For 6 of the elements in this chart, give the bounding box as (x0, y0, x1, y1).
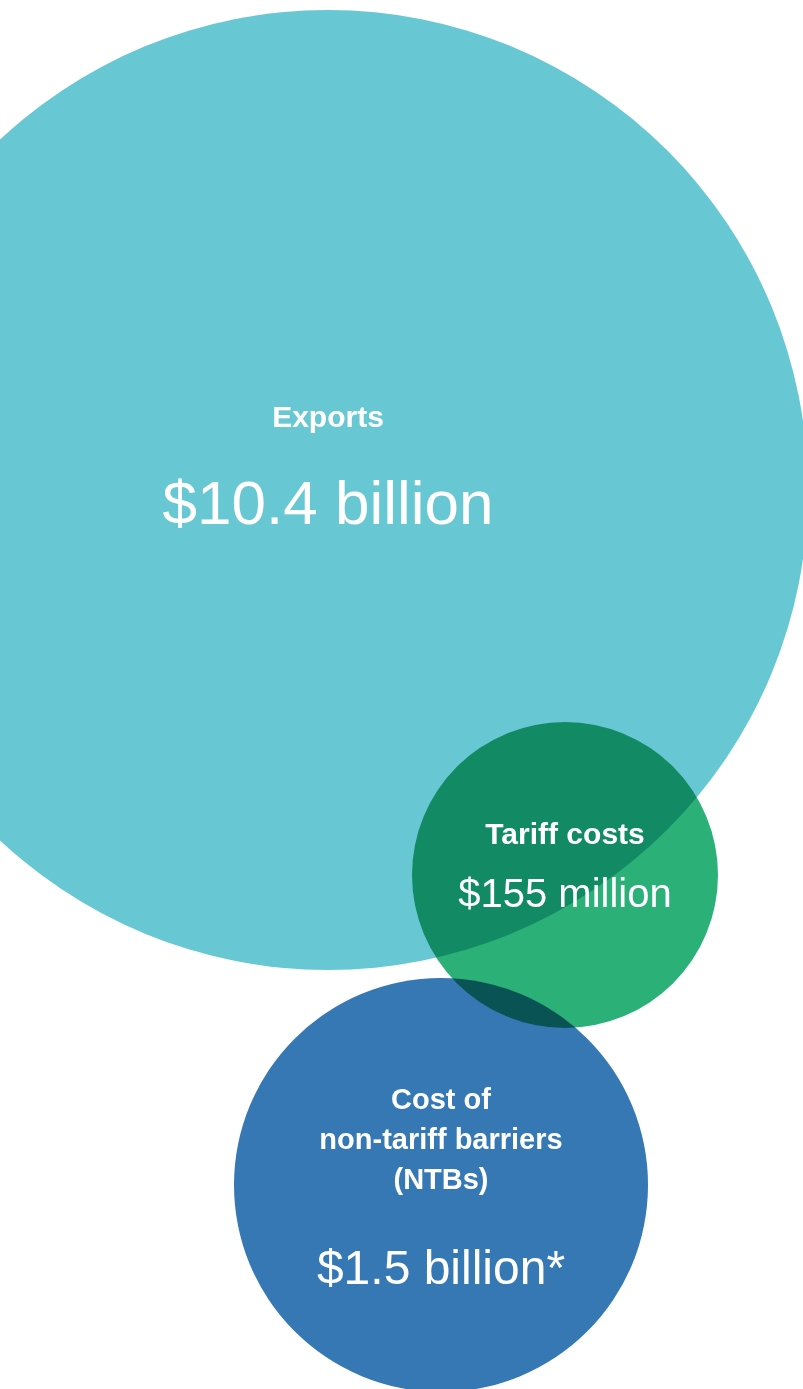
category-label: Cost of non-tariff barriers (NTBs) (319, 1083, 563, 1195)
category-label: Exports (272, 400, 384, 433)
data-label: $1.5 billion* (316, 1241, 566, 1294)
category-label: Tariff costs (485, 817, 645, 850)
data-label: $10.4 billion (162, 468, 494, 537)
data-label: $155 million (458, 871, 672, 915)
